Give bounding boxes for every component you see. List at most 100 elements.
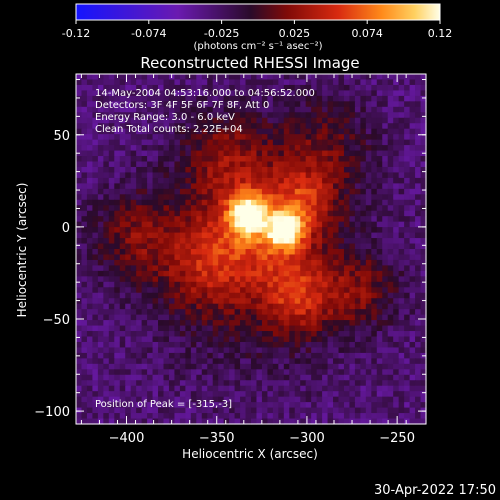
heatmap-cell: [387, 292, 394, 299]
heatmap-cell: [267, 325, 274, 332]
heatmap-cell: [114, 380, 121, 387]
heatmap-cell: [311, 117, 318, 124]
heatmap-cell: [398, 183, 405, 190]
heatmap-cell: [404, 249, 411, 256]
heatmap-cell: [420, 183, 427, 190]
heatmap-cell: [125, 249, 132, 256]
heatmap-cell: [261, 320, 269, 327]
heatmap-cell: [311, 95, 318, 102]
heatmap-cell: [196, 172, 203, 179]
heatmap-cell: [174, 249, 181, 256]
heatmap-cell: [420, 276, 427, 283]
heatmap-cell: [119, 336, 126, 343]
heatmap-cell: [196, 216, 203, 223]
heatmap-cell: [92, 352, 99, 359]
heatmap-cell: [240, 172, 247, 179]
heatmap-cell: [371, 123, 378, 130]
heatmap-cell: [119, 276, 126, 283]
heatmap-cell: [223, 134, 230, 141]
heatmap-cell: [294, 156, 301, 163]
heatmap-cell: [81, 194, 88, 201]
heatmap-cell: [86, 205, 94, 212]
heatmap-cell: [333, 117, 340, 124]
heatmap-cell: [141, 156, 148, 163]
heatmap-cell: [272, 79, 279, 86]
heatmap-cell: [316, 95, 323, 102]
heatmap-cell: [201, 139, 208, 146]
heatmap-cell: [256, 281, 263, 288]
heatmap-cell: [207, 314, 214, 321]
heatmap-cell: [398, 341, 405, 349]
heatmap-cell: [218, 84, 225, 92]
heatmap-cell: [92, 413, 99, 420]
heatmap-cell: [387, 205, 394, 212]
heatmap-cell: [311, 166, 318, 174]
heatmap-cell: [81, 249, 88, 256]
heatmap-cell: [163, 139, 170, 146]
heatmap-cell: [294, 227, 301, 234]
heatmap-cell: [256, 156, 263, 163]
heatmap-cell: [108, 84, 115, 92]
heatmap-cell: [300, 287, 307, 294]
heatmap-cell: [207, 232, 214, 239]
heatmap-cell: [256, 298, 263, 305]
heatmap-cell: [322, 199, 329, 206]
heatmap-cell: [163, 396, 170, 403]
heatmap-cell: [185, 396, 192, 403]
heatmap-cell: [81, 177, 88, 184]
heatmap-cell: [108, 276, 115, 283]
heatmap-cell: [415, 150, 422, 157]
heatmap-cell: [92, 298, 99, 305]
heatmap-cell: [240, 254, 247, 261]
heatmap-cell: [398, 352, 405, 359]
heatmap-cell: [415, 314, 422, 321]
heatmap-cell: [76, 101, 83, 108]
heatmap-cell: [147, 287, 154, 294]
heatmap-cell: [92, 314, 99, 321]
heatmap-cell: [158, 161, 165, 168]
heatmap-cell: [229, 396, 236, 403]
heatmap-cell: [141, 374, 148, 381]
heatmap-cell: [196, 112, 203, 119]
heatmap-cell: [409, 172, 416, 179]
heatmap-cell: [147, 347, 154, 354]
heatmap-cell: [92, 95, 99, 102]
heatmap-cell: [327, 112, 334, 119]
heatmap-cell: [305, 145, 312, 152]
heatmap-cell: [322, 95, 329, 102]
heatmap-cell: [343, 358, 351, 365]
heatmap-cell: [130, 347, 137, 354]
heatmap-cell: [360, 221, 367, 228]
heatmap-cell: [125, 303, 132, 310]
heatmap-cell: [212, 325, 219, 332]
heatmap-cell: [376, 309, 383, 316]
heatmap-cell: [333, 90, 340, 97]
heatmap-cell: [201, 287, 208, 294]
heatmap-cell: [130, 413, 137, 420]
heatmap-cell: [283, 385, 290, 392]
heatmap-cell: [136, 156, 143, 163]
heatmap-cell: [333, 134, 340, 141]
heatmap-cell: [409, 205, 416, 212]
heatmap-cell: [212, 259, 219, 267]
heatmap-cell: [398, 238, 405, 245]
heatmap-cell: [223, 123, 230, 130]
heatmap-cell: [168, 336, 176, 343]
heatmap-cell: [404, 243, 411, 250]
heatmap-cell: [147, 101, 154, 108]
heatmap-cell: [294, 341, 301, 349]
heatmap-cell: [294, 254, 301, 261]
heatmap-cell: [283, 123, 290, 130]
heatmap-cell: [261, 166, 269, 174]
heatmap-cell: [256, 243, 263, 250]
heatmap-cell: [382, 298, 389, 305]
heatmap-cell: [415, 309, 422, 316]
heatmap-cell: [174, 380, 181, 387]
heatmap-cell: [108, 358, 115, 365]
heatmap-cell: [114, 331, 121, 338]
heatmap-cell: [179, 183, 186, 190]
heatmap-cell: [92, 358, 99, 365]
heatmap-cell: [360, 341, 367, 349]
heatmap-cell: [349, 374, 356, 381]
heatmap-cell: [223, 106, 230, 113]
